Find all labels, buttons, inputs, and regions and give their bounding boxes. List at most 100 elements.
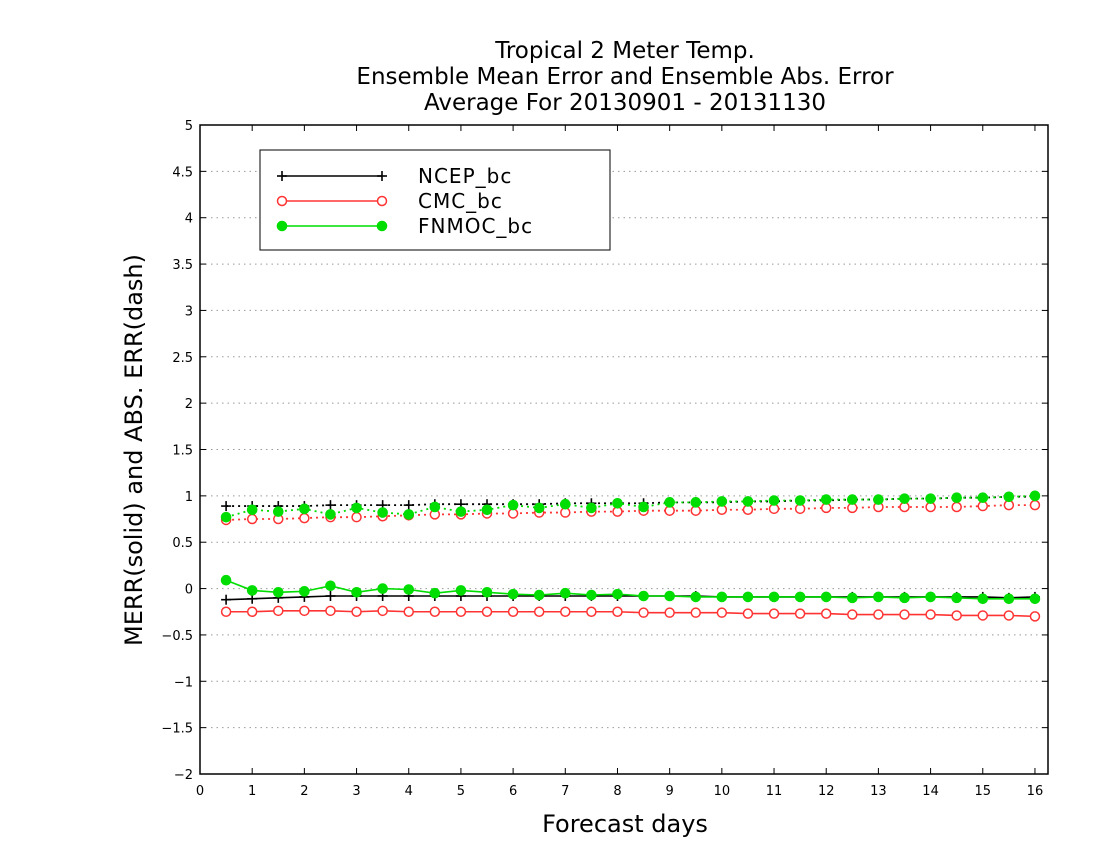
y-tick-label: −0.5	[161, 629, 193, 644]
data-point-ncep-bc	[221, 594, 232, 605]
series-line-cmc-bc-merr	[226, 610, 1035, 618]
y-tick-label: −1.5	[161, 722, 193, 737]
x-axis-label: Forecast days	[542, 810, 708, 838]
data-point-fnmoc-bc	[481, 504, 493, 516]
data-point-fnmoc-bc	[820, 494, 832, 505]
y-tick-label: 4	[185, 212, 193, 227]
data-point-fnmoc-bc	[1003, 593, 1015, 605]
data-point-cmc-bc	[299, 512, 310, 524]
legend-label-cmc-bc: CMC_bc	[418, 189, 503, 213]
x-tick-label: 3	[352, 784, 360, 799]
y-tick-label: 0.5	[172, 536, 193, 551]
data-point-cmc-bc	[899, 609, 910, 620]
data-point-fnmoc-bc	[429, 587, 441, 599]
data-point-fnmoc-bc	[847, 592, 858, 604]
data-point-fnmoc-bc	[586, 502, 597, 514]
data-point-cmc-bc	[299, 605, 310, 617]
data-point-cmc-bc	[429, 606, 441, 617]
data-point-fnmoc-bc	[455, 585, 467, 596]
data-point-fnmoc-bc	[951, 592, 962, 604]
data-point-cmc-bc	[1029, 611, 1041, 622]
data-point-fnmoc-bc	[1003, 491, 1015, 503]
data-point-cmc-bc	[560, 606, 571, 617]
y-tick-label: −2	[174, 768, 193, 783]
x-tick-label: 5	[457, 784, 465, 799]
data-point-fnmoc-bc	[820, 591, 832, 603]
data-point-cmc-bc	[820, 608, 832, 619]
data-point-cmc-bc	[586, 606, 597, 617]
data-point-fnmoc-bc	[716, 591, 728, 603]
data-point-cmc-bc	[716, 607, 728, 618]
data-point-cmc-bc	[951, 501, 962, 513]
series-line-fnmoc-bc-abs-err	[225, 494, 1035, 519]
y-tick-label: 1	[185, 490, 193, 505]
data-point-fnmoc-bc	[638, 501, 649, 513]
chart-title-line-1: Tropical 2 Meter Temp.	[494, 38, 755, 64]
data-point-cmc-bc	[533, 606, 545, 617]
x-tick-label: 9	[666, 784, 674, 799]
data-point-fnmoc-bc	[351, 586, 362, 598]
chart-title-line-3: Average For 20130901 - 20131130	[424, 90, 826, 116]
data-point-fnmoc-bc	[951, 492, 962, 504]
data-point-fnmoc-bc	[272, 506, 284, 517]
data-point-ncep-bc	[325, 500, 336, 511]
y-tick-label: 0	[185, 583, 193, 598]
x-tick-label: 15	[974, 784, 991, 799]
data-point-fnmoc-bc	[246, 504, 258, 516]
y-axis-label: MERR(solid) and ABS. ERR(dash)	[120, 254, 148, 646]
data-point-fnmoc-bc	[716, 496, 728, 507]
data-point-fnmoc-bc	[899, 493, 910, 504]
data-point-fnmoc-bc	[246, 585, 258, 596]
data-point-cmc-bc	[1003, 610, 1015, 621]
x-tick-label: 16	[1027, 784, 1044, 799]
x-tick-label: 10	[714, 784, 731, 799]
data-point-cmc-bc	[768, 608, 780, 619]
series-line-ncep-bc-abs-err	[226, 495, 1035, 507]
data-point-fnmoc-bc	[429, 501, 441, 513]
data-point-cmc-bc	[351, 511, 362, 523]
data-point-fnmoc-bc	[612, 497, 623, 509]
data-point-fnmoc-bc	[768, 591, 780, 603]
data-point-cmc-bc	[951, 610, 962, 621]
data-point-fnmoc-bc	[899, 592, 910, 604]
data-point-cmc-bc	[507, 606, 519, 617]
data-point-fnmoc-bc	[351, 502, 362, 514]
data-point-cmc-bc	[638, 607, 649, 618]
data-point-cmc-bc	[246, 513, 258, 525]
y-tick-label: 2	[185, 397, 193, 412]
data-point-cmc-bc	[246, 606, 258, 617]
data-point-cmc-bc	[873, 609, 884, 620]
data-point-fnmoc-bc	[925, 591, 936, 603]
data-point-cmc-bc	[925, 609, 936, 620]
legend-label-fnmoc-bc: FNMOC_bc	[418, 214, 533, 238]
data-point-fnmoc-bc	[403, 584, 415, 595]
data-point-cmc-bc	[481, 606, 493, 617]
data-point-ncep-bc	[221, 501, 232, 512]
x-tick-label: 1	[248, 784, 256, 799]
legend-marker-cmc-bc	[276, 195, 288, 207]
x-tick-label: 14	[922, 784, 939, 799]
data-point-cmc-bc	[403, 606, 414, 617]
data-point-ncep-bc	[403, 500, 414, 511]
data-point-fnmoc-bc	[794, 495, 806, 506]
data-point-fnmoc-bc	[299, 503, 310, 515]
data-point-fnmoc-bc	[455, 506, 467, 517]
data-point-cmc-bc	[377, 605, 388, 617]
y-tick-label: 2.5	[172, 351, 193, 366]
data-point-fnmoc-bc	[847, 494, 858, 505]
legend-box	[259, 149, 611, 251]
data-point-fnmoc-bc	[220, 574, 232, 586]
data-point-fnmoc-bc	[481, 586, 493, 598]
data-point-fnmoc-bc	[664, 590, 675, 602]
data-point-fnmoc-bc	[559, 498, 571, 510]
data-point-fnmoc-bc	[742, 591, 754, 603]
data-point-fnmoc-bc	[873, 494, 884, 505]
data-point-fnmoc-bc	[977, 593, 989, 605]
x-tick-label: 12	[818, 784, 835, 799]
data-point-fnmoc-bc	[794, 591, 806, 603]
data-point-fnmoc-bc	[299, 586, 310, 597]
data-point-cmc-bc	[664, 607, 675, 618]
y-tick-label: 5	[185, 119, 193, 134]
grid	[200, 170, 1048, 729]
